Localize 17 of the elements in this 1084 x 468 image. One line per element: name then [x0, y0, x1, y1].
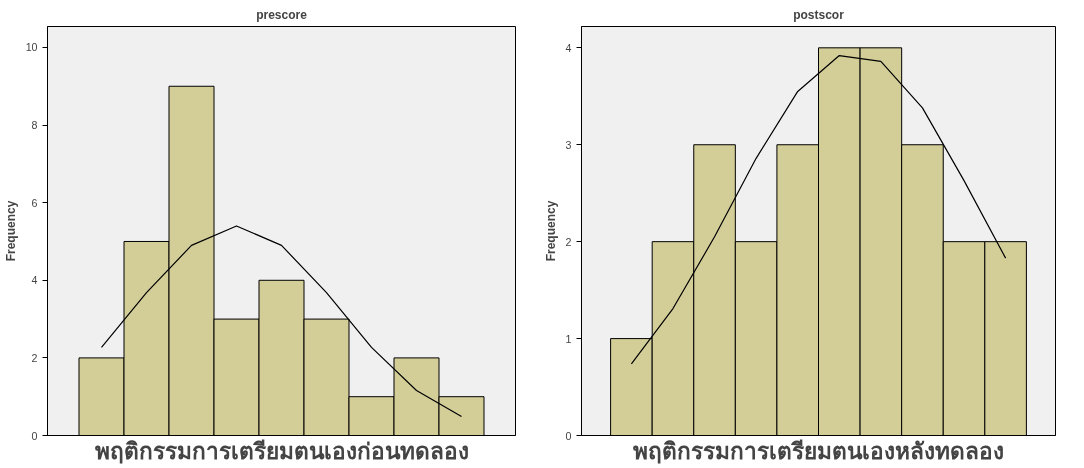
y-tick-label: 6 — [31, 196, 38, 209]
x-axis-title: พฤติกรรมการเตรียมตนเองก่อนทดลอง — [94, 437, 469, 464]
y-axis-title: Frequency — [3, 200, 18, 262]
y-tick-label: 1 — [565, 332, 572, 345]
y-tick-label: 10 — [25, 41, 38, 54]
y-tick-label: 0 — [565, 429, 572, 442]
y-tick-label: 3 — [565, 138, 572, 151]
y-tick-label: 2 — [565, 235, 572, 248]
y-tick-label: 8 — [31, 119, 38, 132]
y-tick-label: 0 — [31, 429, 38, 442]
y-tick-label: 2 — [31, 351, 38, 364]
y-axis-title: Frequency — [543, 200, 558, 262]
chart-title: prescore — [256, 7, 308, 22]
y-tick-label: 4 — [565, 41, 572, 54]
chart-title: postscor — [793, 7, 845, 22]
x-axis-title: พฤติกรรมการเตรียมตนเองหลังทดลอง — [633, 437, 1004, 464]
y-tick-label: 4 — [31, 274, 38, 287]
